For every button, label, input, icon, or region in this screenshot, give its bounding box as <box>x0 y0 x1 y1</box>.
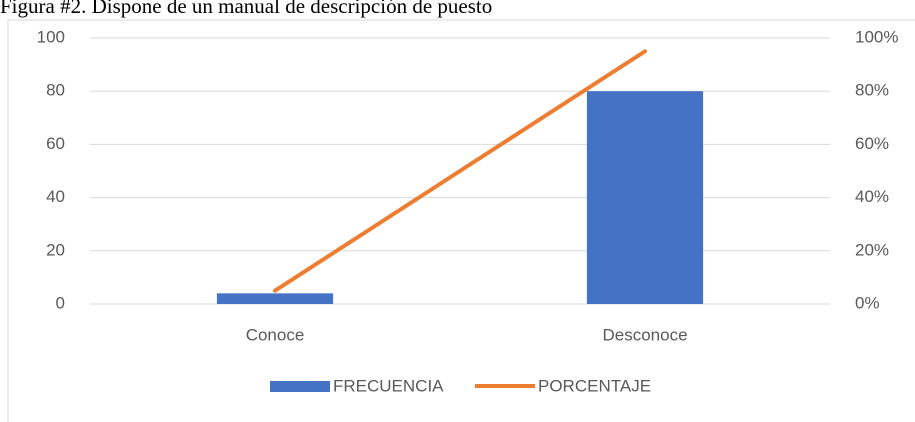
legend-swatch <box>270 381 330 392</box>
y2-tick-label: 40% <box>855 187 889 206</box>
x-tick-label: Desconoce <box>602 325 687 344</box>
bar <box>216 293 334 304</box>
x-tick-label: Conoce <box>246 325 305 344</box>
y2-tick-label: 20% <box>855 240 889 259</box>
y-tick-label: 80 <box>46 81 65 100</box>
legend-label: FRECUENCIA <box>333 376 444 395</box>
legend-label: PORCENTAJE <box>538 376 651 395</box>
line-series <box>273 49 647 293</box>
bar <box>586 91 704 304</box>
y2-tick-label: 80% <box>855 81 889 100</box>
y2-tick-label: 100% <box>855 27 898 46</box>
y-tick-label: 20 <box>46 240 65 259</box>
chart-frame <box>7 19 915 422</box>
y-tick-label: 0 <box>56 293 65 312</box>
y-tick-label: 100 <box>37 27 65 46</box>
y-tick-label: 60 <box>46 134 65 153</box>
y2-tick-label: 0% <box>855 293 880 312</box>
y2-tick-label: 60% <box>855 134 889 153</box>
chart-title: Figura #2. Dispone de un manual de descr… <box>0 0 492 18</box>
y-tick-label: 40 <box>46 187 65 206</box>
